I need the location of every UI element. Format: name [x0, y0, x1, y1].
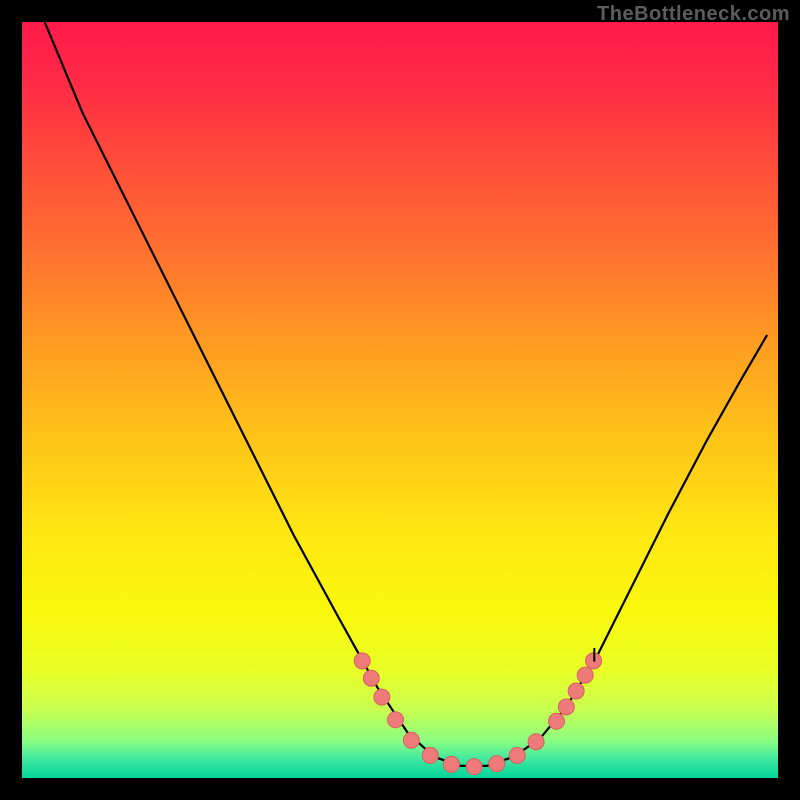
- curve-dot: [548, 713, 564, 729]
- chart-stage: TheBottleneck.com: [0, 0, 800, 800]
- curve-dot: [387, 712, 403, 728]
- curve-dot: [422, 747, 438, 763]
- chart-svg: [0, 0, 800, 800]
- curve-dot: [528, 734, 544, 750]
- curve-dot: [466, 759, 482, 775]
- chart-background: [22, 22, 778, 778]
- curve-dot: [558, 699, 574, 715]
- curve-dot: [443, 756, 459, 772]
- curve-dot: [374, 689, 390, 705]
- curve-dot: [489, 756, 505, 772]
- curve-dot: [509, 747, 525, 763]
- watermark-label: TheBottleneck.com: [597, 3, 790, 26]
- curve-dot: [354, 653, 370, 669]
- curve-dot: [568, 683, 584, 699]
- curve-dot: [403, 732, 419, 748]
- curve-dot: [577, 667, 593, 683]
- curve-dot: [363, 670, 379, 686]
